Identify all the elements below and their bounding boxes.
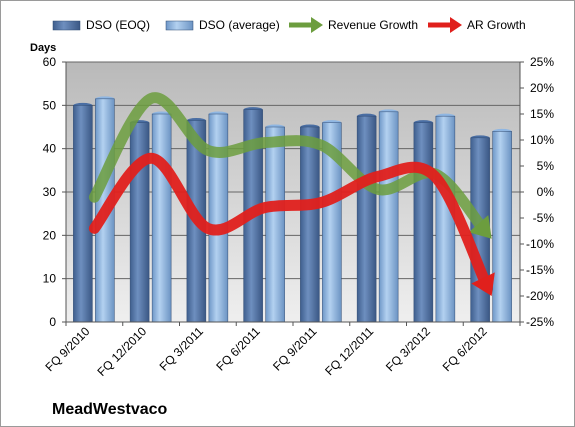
left-tick-label: 20 <box>43 228 57 242</box>
series-arrowhead <box>468 215 492 239</box>
bar <box>300 126 320 323</box>
bar <box>413 122 434 323</box>
series-point <box>491 295 493 297</box>
legend-label: AR Growth <box>467 18 526 32</box>
bar <box>492 131 512 323</box>
right-tick-label: -25% <box>526 315 554 329</box>
left-tick-label: 10 <box>43 272 57 286</box>
left-tick-label: 60 <box>43 55 57 69</box>
x-tick-label: FQ 12/2010 <box>95 324 150 379</box>
y-axis-label: Days <box>30 42 56 54</box>
left-tick-label: 50 <box>43 98 57 112</box>
series-point <box>93 227 95 229</box>
right-tick-label: -20% <box>526 289 554 303</box>
growth-lines <box>88 92 495 297</box>
series-point <box>320 144 322 146</box>
series-point <box>150 97 152 99</box>
right-tick-label: 5% <box>537 159 555 173</box>
bar <box>208 113 229 323</box>
right-tick-label: 0% <box>537 185 555 199</box>
series-point <box>93 196 95 198</box>
bar <box>73 105 93 323</box>
bar <box>265 126 285 323</box>
x-tick-label: FQ 3/2011 <box>157 324 207 374</box>
x-tick-label: FQ 6/2012 <box>440 324 490 374</box>
right-tick-label: -5% <box>533 211 555 225</box>
bar <box>151 113 172 323</box>
legend-swatch <box>52 20 81 31</box>
series-line <box>88 152 492 291</box>
series-point <box>377 188 379 190</box>
legend-swatch <box>165 20 194 31</box>
left-tick-label: 0 <box>49 315 56 329</box>
bar <box>356 115 377 323</box>
company-name: MeadWestvaco <box>52 401 168 418</box>
legend: DSO (EOQ) DSO (average) Revenue Growth AR G… <box>52 17 526 33</box>
x-tick-label: FQ 9/2010 <box>43 324 93 374</box>
series-arrowhead <box>471 272 495 296</box>
bar <box>435 115 456 323</box>
x-tick-label: FQ 12/2011 <box>322 324 376 378</box>
right-tick-label: 10% <box>530 133 554 147</box>
x-tick-label: FQ 6/2011 <box>213 324 263 374</box>
legend-arrowhead <box>311 17 323 33</box>
x-tick-label: FQ 3/2012 <box>383 324 433 374</box>
bars <box>73 96 512 323</box>
series-point <box>320 201 322 203</box>
series-point <box>207 227 209 229</box>
series-point <box>434 175 436 177</box>
series-point <box>150 157 152 159</box>
series-point <box>207 149 209 151</box>
left-tick-label: 40 <box>43 142 57 156</box>
legend-label: Revenue Growth <box>328 18 418 32</box>
right-tick-label: 25% <box>530 55 554 69</box>
series-point <box>264 142 266 144</box>
left-tick-label: 30 <box>43 185 57 199</box>
legend-label: DSO (EOQ) <box>86 18 150 32</box>
right-tick-label: 20% <box>530 81 554 95</box>
right-tick-label: -10% <box>526 237 554 251</box>
series-point <box>491 238 493 240</box>
bar <box>378 111 399 323</box>
right-tick-label: -15% <box>526 263 554 277</box>
series-point <box>264 207 266 209</box>
legend-label: DSO (average) <box>199 18 280 32</box>
legend-arrowhead <box>450 17 462 33</box>
series-point <box>377 175 379 177</box>
right-tick-label: 15% <box>530 107 554 121</box>
x-tick-label: FQ 9/2011 <box>270 324 320 374</box>
bar <box>129 122 150 323</box>
